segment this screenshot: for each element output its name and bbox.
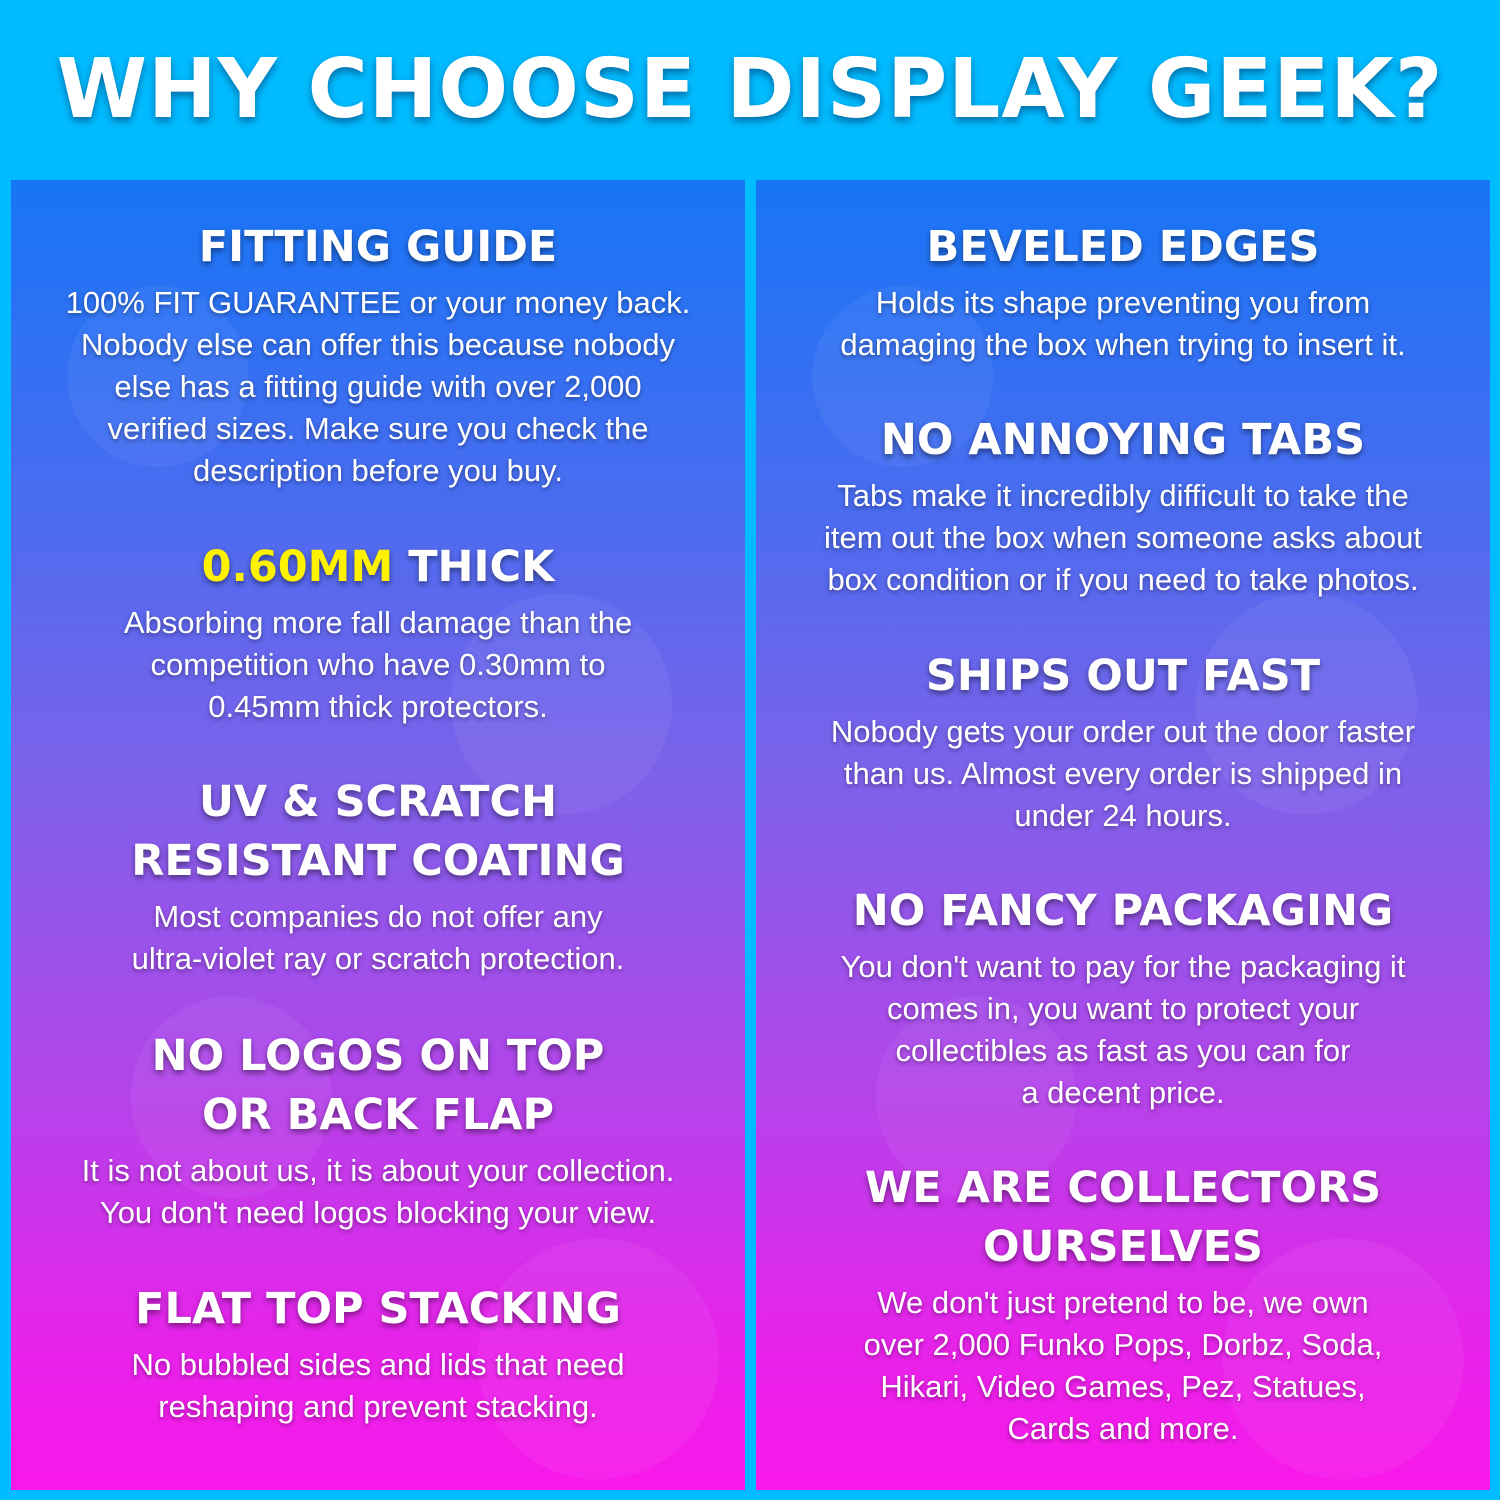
description-line: over 2,000 Funko Pops, Dorbz, Soda, [863, 1327, 1383, 1362]
right-panel: BEVELED EDGES Holds its shape preventing … [756, 180, 1490, 1490]
feature-description: We don't just pretend to be, we own over … [756, 1282, 1490, 1450]
heading-line: OURSELVES [982, 1222, 1264, 1272]
feature-section: WE ARE COLLECTORS OURSELVES We don't just … [756, 1159, 1490, 1450]
feature-section: BEVELED EDGES Holds its shape preventing … [756, 218, 1490, 366]
description-line: description before you buy. [193, 453, 563, 488]
description-line: You don't need logos blocking your view. [99, 1195, 657, 1230]
heading-line: NO FANCY PACKAGING [852, 886, 1394, 936]
description-line: It is not about us, it is about your col… [81, 1153, 675, 1188]
description-line: Absorbing more fall damage than the [123, 605, 633, 640]
description-line: reshaping and prevent stacking. [158, 1389, 598, 1424]
description-line: a decent price. [1021, 1075, 1225, 1110]
description-line: under 24 hours. [1014, 798, 1232, 833]
description-line: Nobody else can offer this because nobod… [81, 327, 675, 362]
description-line: Hikari, Video Games, Pez, Statues, [880, 1369, 1366, 1404]
feature-description: Most companies do not offer any ultra-vio… [11, 896, 745, 980]
description-line: item out the box when someone asks about [824, 520, 1422, 555]
description-line: comes in, you want to protect your [886, 991, 1360, 1026]
feature-heading: FITTING GUIDE [11, 218, 745, 277]
feature-description: 100% FIT GUARANTEE or your money back. No… [11, 282, 745, 492]
feature-description: No bubbled sides and lids that need resha… [11, 1344, 745, 1428]
left-panel: FITTING GUIDE 100% FIT GUARANTEE or your … [11, 180, 745, 1490]
feature-heading: WE ARE COLLECTORS OURSELVES [756, 1159, 1490, 1277]
heading-line: UV & SCRATCH [198, 777, 558, 827]
heading-line: 0.60MM THICK [11, 538, 745, 597]
heading-line: FITTING GUIDE [198, 222, 558, 272]
heading-line: FLAT TOP STACKING [135, 1284, 621, 1334]
feature-description: Tabs make it incredibly difficult to tak… [756, 475, 1490, 601]
heading-line: SHIPS OUT FAST [925, 651, 1321, 701]
description-line: box condition or if you need to take pho… [827, 562, 1419, 597]
feature-heading: NO LOGOS ON TOP OR BACK FLAP [11, 1027, 745, 1145]
feature-heading: NO FANCY PACKAGING [756, 882, 1490, 941]
heading-line: BEVELED EDGES [926, 222, 1320, 272]
description-line: Holds its shape preventing you from [875, 285, 1371, 320]
heading-line: NO ANNOYING TABS [880, 415, 1366, 465]
heading-line: WE ARE COLLECTORS [864, 1163, 1382, 1213]
feature-section: FITTING GUIDE 100% FIT GUARANTEE or your … [11, 218, 745, 492]
description-line: We don't just pretend to be, we own [877, 1285, 1369, 1320]
description-line: 0.45mm thick protectors. [208, 689, 548, 724]
feature-heading: NO ANNOYING TABS [756, 411, 1490, 470]
feature-heading: 0.60MM THICK [11, 538, 745, 597]
feature-section: NO ANNOYING TABS Tabs make it incredibly … [756, 411, 1490, 601]
description-line: You don't want to pay for the packaging … [840, 949, 1406, 984]
heading-line: RESISTANT COATING [131, 836, 625, 886]
heading-highlight: 0.60MM [201, 542, 394, 592]
feature-section: NO FANCY PACKAGING You don't want to pay … [756, 882, 1490, 1114]
feature-description: You don't want to pay for the packaging … [756, 946, 1490, 1114]
description-line: No bubbled sides and lids that need [131, 1347, 625, 1382]
heading-line: NO LOGOS ON TOP [151, 1031, 605, 1081]
feature-description: It is not about us, it is about your col… [11, 1150, 745, 1234]
description-line: ultra-violet ray or scratch protection. [131, 941, 625, 976]
feature-description: Nobody gets your order out the door fast… [756, 711, 1490, 837]
description-line: Cards and more. [1007, 1411, 1239, 1446]
description-line: 100% FIT GUARANTEE or your money back. [65, 285, 691, 320]
heading-line: OR BACK FLAP [201, 1090, 555, 1140]
feature-heading: BEVELED EDGES [756, 218, 1490, 277]
description-line: verified sizes. Make sure you check the [107, 411, 649, 446]
feature-heading: UV & SCRATCH RESISTANT COATING [11, 773, 745, 891]
description-line: collectibles as fast as you can for [895, 1033, 1351, 1068]
feature-section: UV & SCRATCH RESISTANT COATING Most compan… [11, 773, 745, 980]
description-line: damaging the box when trying to insert i… [840, 327, 1406, 362]
heading-text: THICK [393, 542, 555, 592]
description-line: Most companies do not offer any [153, 899, 603, 934]
description-line: Nobody gets your order out the door fast… [830, 714, 1416, 749]
feature-section: FLAT TOP STACKING No bubbled sides and li… [11, 1280, 745, 1428]
feature-description: Holds its shape preventing you from damag… [756, 282, 1490, 366]
feature-heading: FLAT TOP STACKING [11, 1280, 745, 1339]
description-line: than us. Almost every order is shipped i… [843, 756, 1403, 791]
description-line: competition who have 0.30mm to [150, 647, 606, 682]
feature-section: 0.60MM THICK Absorbing more fall damage t… [11, 538, 745, 728]
description-line: else has a fitting guide with over 2,000 [114, 369, 642, 404]
feature-description: Absorbing more fall damage than the compe… [11, 602, 745, 728]
page-title: WHY CHOOSE DISPLAY GEEK? [56, 42, 1444, 137]
feature-section: NO LOGOS ON TOP OR BACK FLAP It is not abo… [11, 1027, 745, 1234]
feature-section: SHIPS OUT FAST Nobody gets your order out… [756, 647, 1490, 837]
description-line: Tabs make it incredibly difficult to tak… [837, 478, 1409, 513]
feature-heading: SHIPS OUT FAST [756, 647, 1490, 706]
